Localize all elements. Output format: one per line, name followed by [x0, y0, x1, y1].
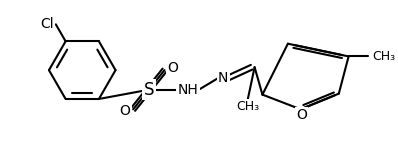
Text: S: S: [144, 81, 154, 99]
Text: NH: NH: [178, 83, 198, 97]
Text: CH₃: CH₃: [372, 50, 395, 63]
Text: O: O: [119, 104, 130, 118]
Text: CH₃: CH₃: [236, 101, 259, 114]
Text: Cl: Cl: [40, 17, 54, 31]
Text: O: O: [168, 61, 178, 75]
Text: N: N: [218, 71, 228, 85]
Text: O: O: [296, 108, 307, 122]
